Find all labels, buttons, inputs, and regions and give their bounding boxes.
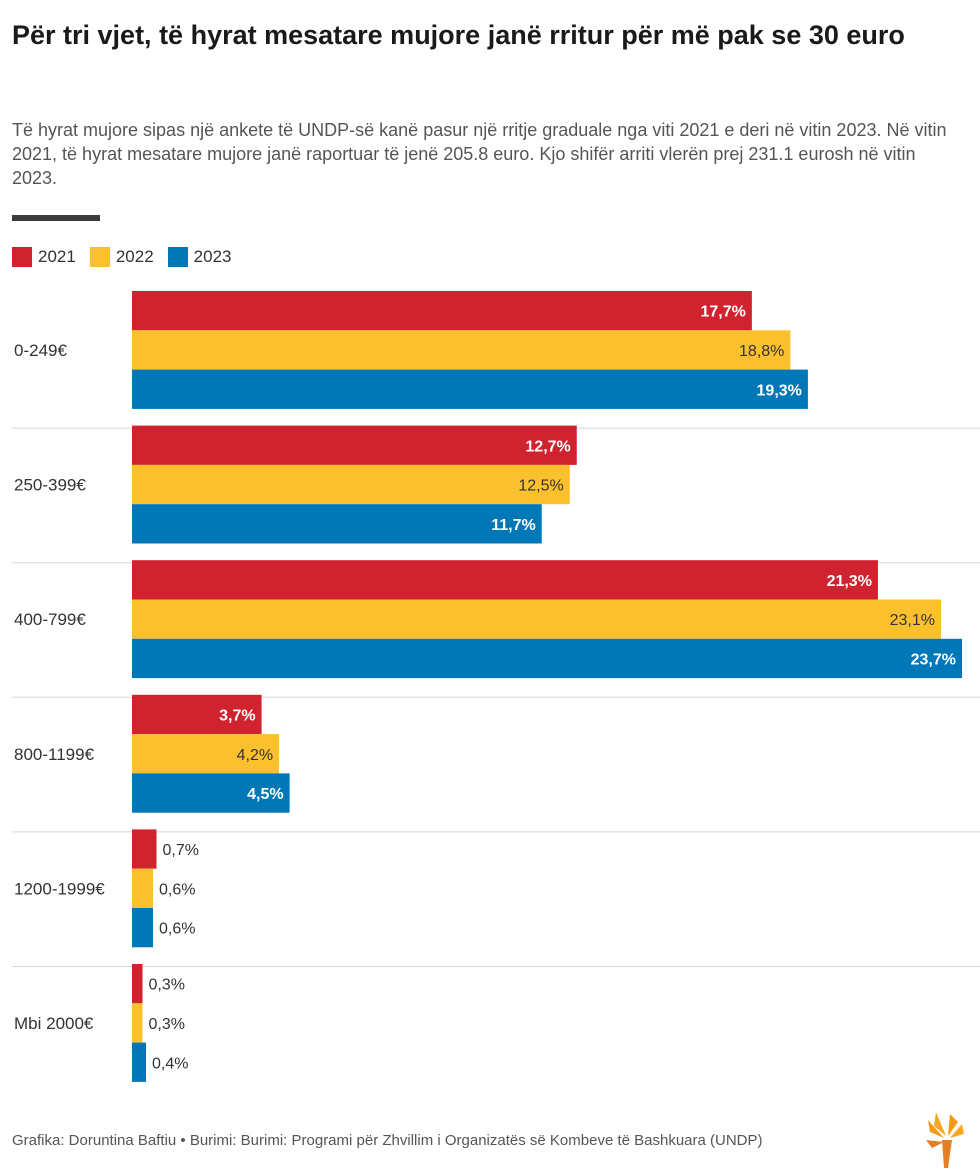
category-label: 0-249€ bbox=[14, 341, 67, 360]
bar-value-label: 17,7% bbox=[700, 304, 745, 321]
bar-value-label: 12,7% bbox=[525, 438, 570, 455]
bar-2023 bbox=[132, 773, 290, 813]
bar-value-label: 23,1% bbox=[890, 612, 935, 629]
bar-chart: 0-249€ 17,7% 18,8% 19,3% 250-399€ 12,7% 12,5% 1… bbox=[12, 291, 980, 1082]
bar-value-label: 11,7% bbox=[491, 517, 535, 534]
legend-label-2023: 2023 bbox=[193, 247, 232, 266]
legend-item-2021: 2021 bbox=[12, 247, 76, 267]
legend-swatch-2022 bbox=[89, 247, 110, 267]
bar-value-label: 0,4% bbox=[152, 1055, 188, 1072]
bar-value-label: 21,3% bbox=[827, 573, 872, 590]
bar-value-label: 0,6% bbox=[159, 921, 195, 938]
legend-label-2021: 2021 bbox=[38, 247, 76, 266]
bar-value-label: 19,3% bbox=[757, 382, 802, 399]
category-label: 1200-1999€ bbox=[14, 879, 105, 898]
bar-value-label: 4,5% bbox=[247, 786, 283, 803]
title-divider bbox=[12, 215, 100, 221]
bar-2023 bbox=[132, 369, 808, 409]
bar-2023 bbox=[132, 1042, 147, 1082]
bar-2022 bbox=[132, 330, 791, 370]
bar-value-label: 4,2% bbox=[237, 747, 273, 764]
legend: 2021 2022 2023 bbox=[12, 246, 245, 268]
bar-value-label: 18,8% bbox=[739, 343, 784, 360]
chart-subtitle: Të hyrat mujore sipas një ankete të UNDP… bbox=[12, 120, 947, 188]
torch-logo-icon bbox=[926, 1112, 964, 1168]
bar-2023 bbox=[132, 638, 962, 679]
chart-title: Për tri vjet, të hyrat mesatare mujore j… bbox=[12, 20, 905, 50]
bar-2023 bbox=[132, 504, 542, 544]
legend-label-2022: 2022 bbox=[115, 247, 154, 266]
bar-2021 bbox=[132, 291, 752, 331]
legend-item-2022: 2022 bbox=[89, 247, 154, 267]
bar-2021 bbox=[132, 694, 262, 735]
bar-2022 bbox=[132, 599, 941, 639]
bar-value-label: 0,3% bbox=[149, 977, 185, 994]
bar-value-label: 0,6% bbox=[159, 881, 195, 898]
bar-value-label: 3,7% bbox=[219, 707, 255, 724]
source-credit: Grafika: Doruntina Baftiu • Burimi: Buri… bbox=[12, 1132, 763, 1149]
bar-2021 bbox=[132, 425, 577, 465]
bar-2022 bbox=[132, 1003, 143, 1043]
bar-value-label: 12,5% bbox=[518, 478, 563, 495]
bar-2021 bbox=[132, 560, 878, 600]
bar-2022 bbox=[132, 734, 280, 774]
bar-2021 bbox=[132, 964, 143, 1004]
category-label: Mbi 2000€ bbox=[14, 1014, 94, 1033]
category-label: 250-399€ bbox=[14, 476, 86, 495]
legend-item-2023: 2023 bbox=[167, 247, 232, 267]
bar-2022 bbox=[132, 464, 570, 505]
bar-2021 bbox=[132, 829, 157, 869]
bar-2023 bbox=[132, 908, 154, 948]
bar-value-label: 0,7% bbox=[163, 842, 199, 859]
legend-swatch-2023 bbox=[167, 247, 188, 267]
category-label: 800-1199€ bbox=[14, 745, 95, 764]
bar-value-label: 0,3% bbox=[149, 1016, 185, 1033]
bar-2022 bbox=[132, 868, 154, 908]
bar-value-label: 23,7% bbox=[911, 651, 956, 668]
legend-swatch-2021 bbox=[12, 247, 32, 267]
category-label: 400-799€ bbox=[14, 610, 86, 629]
